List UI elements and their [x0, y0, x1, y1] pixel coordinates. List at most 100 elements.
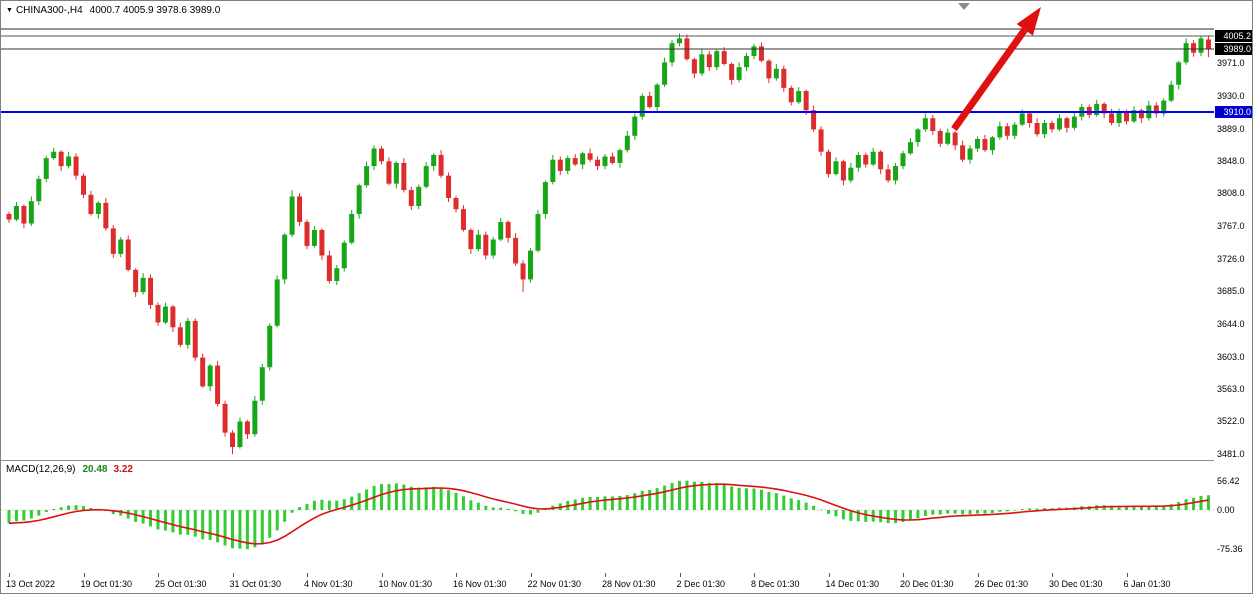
trend-arrow-shaft[interactable] — [951, 27, 1028, 132]
macd-histogram-bar — [89, 508, 93, 510]
macd-histogram-bar — [774, 493, 778, 510]
candle — [58, 150, 64, 171]
time-axis-tick — [158, 573, 159, 577]
candle — [431, 153, 437, 171]
time-axis-tick — [903, 573, 904, 577]
macd-histogram-bar — [52, 508, 56, 510]
macd-histogram-bar — [1177, 502, 1181, 510]
macd-histogram-bar — [402, 484, 406, 510]
chart-shift-marker-icon[interactable] — [958, 3, 970, 10]
macd-histogram-bar — [1110, 505, 1114, 510]
macd-histogram-bar — [521, 510, 525, 514]
candle — [88, 190, 94, 216]
candle — [356, 183, 362, 219]
candle — [110, 225, 116, 258]
time-axis-tick — [232, 573, 234, 577]
macd-histogram-bar — [931, 510, 935, 515]
candle — [945, 128, 951, 146]
chart-title: ▼ CHINA300-,H4 4000.7 4005.9 3978.6 3989.0 — [6, 5, 220, 16]
candle — [624, 130, 630, 153]
macd-histogram-bar — [320, 499, 324, 510]
macd-histogram-bar — [7, 510, 11, 524]
candle — [833, 157, 839, 176]
candle — [125, 235, 131, 272]
macd-histogram-bar — [469, 500, 473, 510]
macd-histogram-bar — [856, 510, 860, 522]
macd-histogram-bar — [312, 500, 316, 510]
time-axis-label: 6 Jan 01:30 — [1123, 579, 1171, 589]
candle — [468, 228, 474, 254]
candle — [870, 147, 876, 167]
macd-histogram-bar — [998, 510, 1002, 512]
macd-histogram-bar — [983, 510, 987, 514]
macd-histogram-bar — [432, 486, 436, 510]
macd-histogram-bar — [484, 505, 488, 510]
price-axis[interactable]: 3971.0 3930.0 3889.0 3848.0 3808.0 3767.0 3726… — [1214, 1, 1252, 573]
macd-histogram-bar — [506, 508, 510, 510]
macd-histogram-bar — [618, 496, 622, 510]
macd-histogram-bar — [268, 510, 272, 538]
macd-histogram-bar — [245, 510, 249, 550]
macd-histogram-bar — [424, 487, 428, 510]
candle — [1176, 60, 1182, 90]
macd-histogram-bar — [1169, 504, 1173, 510]
candle — [177, 322, 183, 348]
candle — [1205, 35, 1211, 58]
candle — [632, 113, 638, 140]
time-axis-tick — [1052, 573, 1053, 577]
macd-histogram-bar — [461, 496, 465, 510]
candle — [1049, 120, 1055, 133]
candle — [423, 162, 429, 189]
macd-histogram-bar — [916, 510, 920, 519]
candle — [602, 154, 608, 170]
candle — [274, 275, 280, 328]
macd-histogram-bar — [186, 510, 190, 535]
candle — [1042, 119, 1048, 139]
macd-histogram-bar — [543, 509, 547, 511]
candle — [230, 430, 235, 455]
macd-histogram-bar — [1005, 510, 1009, 512]
candle — [781, 65, 787, 92]
candle — [654, 83, 660, 112]
macd-histogram-bar — [1147, 505, 1151, 510]
macd-histogram-bar — [596, 496, 600, 510]
candle — [1146, 100, 1152, 121]
macd-histogram-bar — [201, 510, 205, 540]
candle — [818, 126, 824, 156]
time-axis-label: 20 Dec 01:30 — [900, 579, 954, 589]
macd-histogram-bar — [961, 510, 965, 515]
macd-histogram-bar — [633, 493, 637, 510]
macd-histogram-bar — [849, 510, 853, 521]
time-axis-tick — [530, 573, 532, 577]
macd-histogram-bar — [44, 510, 48, 513]
candle — [259, 364, 265, 405]
time-axis-label: 19 Oct 01:30 — [80, 579, 133, 589]
time-axis[interactable]: 13 Oct 2022 19 Oct 01:30 25 Oct 01:30 31 Oc… — [1, 573, 1252, 593]
time-axis-label: 28 Nov 01:30 — [602, 579, 656, 589]
macd-histogram-bar — [1117, 505, 1121, 510]
macd-histogram-bar — [1162, 505, 1166, 510]
candle — [930, 115, 936, 135]
candle — [267, 323, 273, 371]
macd-histogram-bar — [298, 507, 302, 510]
macd-histogram-bar — [22, 510, 26, 521]
candle — [192, 318, 198, 361]
macd-histogram-bar — [759, 489, 763, 510]
candle — [706, 51, 712, 72]
candle — [736, 62, 742, 83]
macd-histogram-bar — [447, 490, 451, 510]
candle — [758, 42, 764, 63]
candle — [714, 48, 720, 71]
candle — [200, 353, 206, 388]
candle — [66, 151, 72, 169]
candle — [1161, 98, 1167, 117]
panel-resize-separator[interactable] — [1, 460, 1252, 461]
ohlc-values: 4000.7 4005.9 3978.6 3989.0 — [89, 5, 221, 16]
macd-histogram-bar — [730, 486, 734, 510]
macd-histogram-bar — [1043, 508, 1047, 510]
trend-arrow-head[interactable] — [1016, 7, 1041, 36]
macd-histogram-bar — [59, 507, 63, 510]
candle — [1153, 102, 1159, 118]
macd-histogram-bar — [990, 510, 994, 513]
